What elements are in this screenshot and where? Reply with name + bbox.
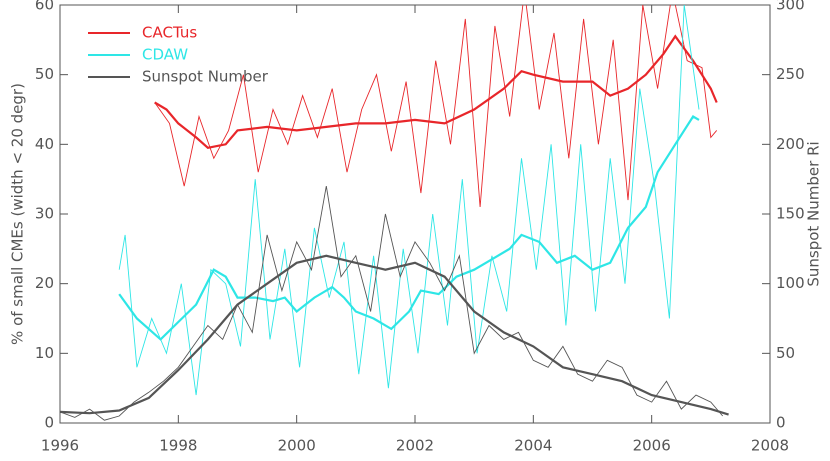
monthly-line (60, 186, 724, 421)
x-tick-label: 1998 (159, 437, 197, 455)
x-tick-label: 2002 (396, 437, 434, 455)
y-axis-label: % of small CMEs (width < 20 degr) (9, 83, 27, 345)
legend-label: CDAW (142, 46, 188, 64)
monthly-line (154, 5, 718, 208)
y-tick-label: 20 (35, 274, 54, 292)
plot-area (60, 5, 729, 421)
smoothed-line (60, 254, 729, 416)
y-tick-label: 60 (35, 0, 54, 14)
y2-tick-label: 300 (776, 0, 805, 14)
x-tick-label: 2004 (514, 437, 552, 455)
y2-axis-label: Sunspot Number Ri (805, 141, 823, 286)
monthly-line (118, 5, 700, 396)
y-tick-label: 30 (35, 205, 54, 223)
y2-tick-label: 100 (776, 274, 805, 292)
x-tick-label: 2008 (751, 437, 789, 455)
x-tick-label: 1996 (41, 437, 79, 455)
x-tick-label: 2006 (633, 437, 671, 455)
y-tick-label: 0 (44, 414, 54, 432)
y2-tick-label: 150 (776, 205, 805, 223)
legend-label: Sunspot Number (142, 68, 269, 86)
y2-tick-label: 200 (776, 135, 805, 153)
smoothed-line (118, 115, 700, 341)
y-tick-label: 50 (35, 65, 54, 83)
smoothed-line (154, 34, 718, 149)
x-tick-label: 2000 (278, 437, 316, 455)
y-tick-label: 40 (35, 135, 54, 153)
y2-tick-label: 50 (776, 344, 795, 362)
y-tick-label: 10 (35, 344, 54, 362)
legend-label: CACTus (142, 24, 197, 42)
y2-tick-label: 250 (776, 65, 805, 83)
y2-tick-label: 0 (776, 414, 786, 432)
